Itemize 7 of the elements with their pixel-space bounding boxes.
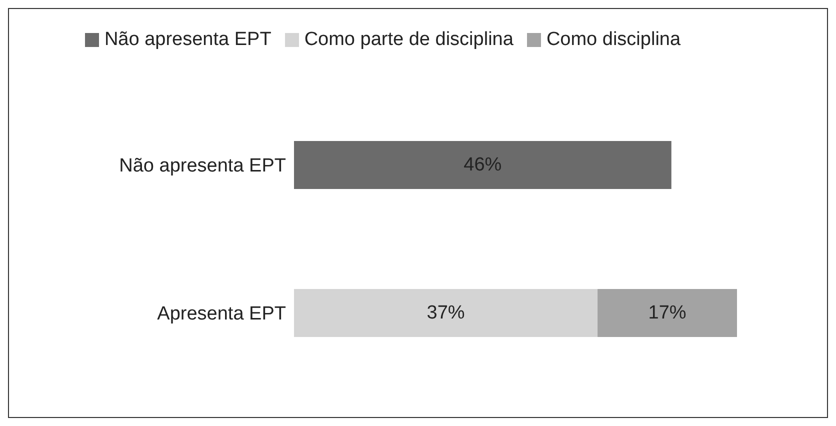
data-label: 46% — [464, 154, 502, 176]
y-tick-label: Apresenta EPT — [157, 304, 286, 325]
data-label: 17% — [648, 302, 686, 324]
data-label: 37% — [426, 302, 465, 324]
legend-label: Como disciplina — [545, 29, 681, 51]
legend-label: Como parte de disciplina — [303, 29, 514, 51]
legend-label: Não apresenta EPT — [103, 29, 272, 51]
